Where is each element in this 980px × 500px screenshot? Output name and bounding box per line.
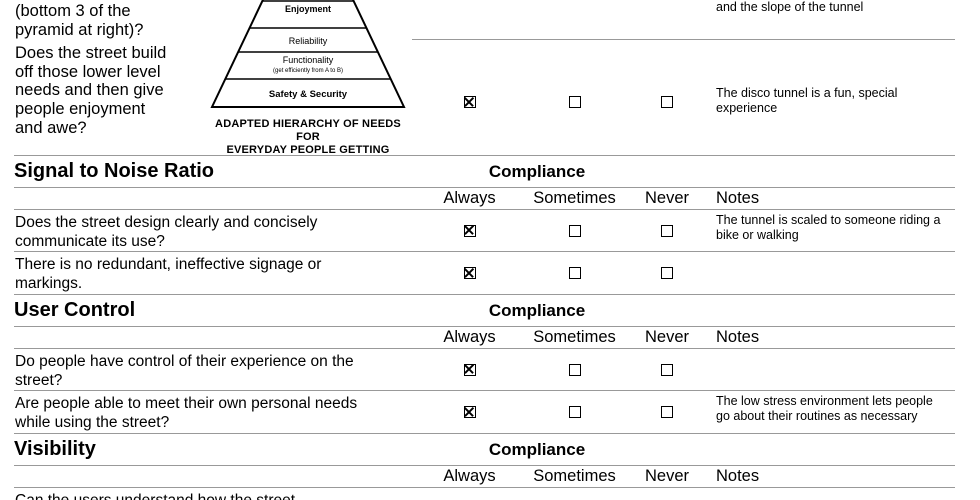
col-header-notes: Notes (716, 189, 760, 207)
section-title-row: Signal to Noise Ratio Compliance (14, 155, 955, 187)
note-text: The disco tunnel is a fun, special exper… (716, 86, 898, 115)
checkbox-never[interactable] (661, 267, 673, 279)
pyramid-level-reliability: Reliability (289, 36, 328, 46)
checkbox-sometimes[interactable] (568, 267, 581, 279)
top-section: (bottom 3 of the pyramid at right)? Does… (14, 0, 955, 155)
section-user-control: User Control Compliance Always Sometimes… (14, 294, 955, 433)
note-text: The low stress environment lets people g… (716, 394, 933, 423)
table-row: There is no redundant, ineffective signa… (14, 252, 955, 294)
pyramid-diagram-icon: Enjoyment Reliability Functionality (get… (210, 0, 406, 108)
checkbox-always[interactable] (463, 267, 476, 279)
checkbox-sometimes[interactable] (568, 363, 581, 376)
note-text (712, 252, 955, 294)
question-text: Are people able to meet their own person… (15, 395, 358, 431)
checkbox-never[interactable] (661, 363, 673, 376)
question-text: Do people have control of their experien… (15, 353, 354, 389)
checkbox-never[interactable] (661, 406, 673, 418)
pyramid-level-enjoyment: Enjoyment (285, 4, 331, 14)
table-row: The disco tunnel is a fun, special exper… (412, 40, 955, 155)
compliance-header: Compliance (488, 439, 586, 459)
col-header-never: Never (644, 189, 689, 207)
question-text: (bottom 3 of the pyramid at right)? (15, 2, 144, 39)
col-header-sometimes: Sometimes (533, 467, 616, 485)
compliance-header: Compliance (488, 161, 586, 181)
checkbox-always[interactable] (463, 224, 476, 237)
checkbox-never[interactable] (661, 96, 673, 108)
question-text: Does the street design clearly and conci… (15, 214, 318, 250)
pyramid-caption-line2: EVERYDAY PEOPLE GETTING AROUND (226, 144, 390, 155)
col-header-never: Never (644, 328, 689, 346)
section-title: Visibility (14, 438, 96, 460)
note-text (712, 488, 955, 500)
table-row: and the slope of the tunnel (412, 0, 955, 40)
pyramid-level-functionality: Functionality (283, 55, 334, 65)
column-header-row: Always Sometimes Never Notes (14, 326, 955, 349)
section-visibility: Visibility Compliance Always Sometimes N… (14, 433, 955, 500)
checkbox-sometimes[interactable] (568, 96, 581, 108)
section-title: User Control (14, 299, 136, 321)
table-row: Do people have control of their experien… (14, 349, 955, 391)
section-signal-to-noise-ratio: Signal to Noise Ratio Compliance Always … (14, 155, 955, 294)
pyramid-caption-line1: ADAPTED HIERARCHY OF NEEDS FOR (215, 118, 401, 143)
col-header-notes: Notes (716, 467, 760, 485)
section-title-row: User Control Compliance (14, 294, 955, 326)
column-header-row: Always Sometimes Never Notes (14, 465, 955, 488)
checkbox-always[interactable] (463, 96, 476, 108)
note-text: The tunnel is scaled to someone riding a… (716, 213, 941, 242)
table-row: Can the users understand how the street (14, 488, 955, 500)
pyramid-level-safety: Safety & Security (269, 89, 348, 100)
pyramid-level-functionality-sub: (get efficiently from A to B) (273, 68, 343, 74)
top-right-grid: and the slope of the tunnel The disco tu… (412, 0, 955, 155)
col-header-sometimes: Sometimes (533, 328, 616, 346)
column-header-row: Always Sometimes Never Notes (14, 187, 955, 210)
note-text: and the slope of the tunnel (716, 0, 864, 14)
checkbox-always[interactable] (463, 406, 476, 418)
col-header-never: Never (644, 467, 689, 485)
col-header-always: Always (443, 467, 496, 485)
col-header-sometimes: Sometimes (533, 189, 616, 207)
compliance-header: Compliance (488, 300, 586, 320)
question-text: Can the users understand how the street (14, 488, 412, 500)
section-title: Signal to Noise Ratio (14, 160, 215, 182)
table-row: Does the street design clearly and conci… (14, 210, 955, 252)
checkbox-always[interactable] (463, 363, 476, 376)
checkbox-sometimes[interactable] (568, 406, 581, 418)
checkbox-sometimes[interactable] (568, 224, 581, 237)
col-header-notes: Notes (716, 328, 760, 346)
hierarchy-pyramid: Enjoyment Reliability Functionality (get… (204, 0, 412, 155)
checkbox-never[interactable] (661, 224, 673, 237)
section-title-row: Visibility Compliance (14, 433, 955, 465)
top-question-column: (bottom 3 of the pyramid at right)? Does… (14, 0, 204, 155)
question-text: There is no redundant, ineffective signa… (15, 256, 322, 292)
question-text: Does the street build off those lower le… (15, 44, 167, 137)
col-header-always: Always (443, 189, 496, 207)
table-row: Are people able to meet their own person… (14, 391, 955, 433)
col-header-always: Always (443, 328, 496, 346)
note-text (712, 349, 955, 390)
